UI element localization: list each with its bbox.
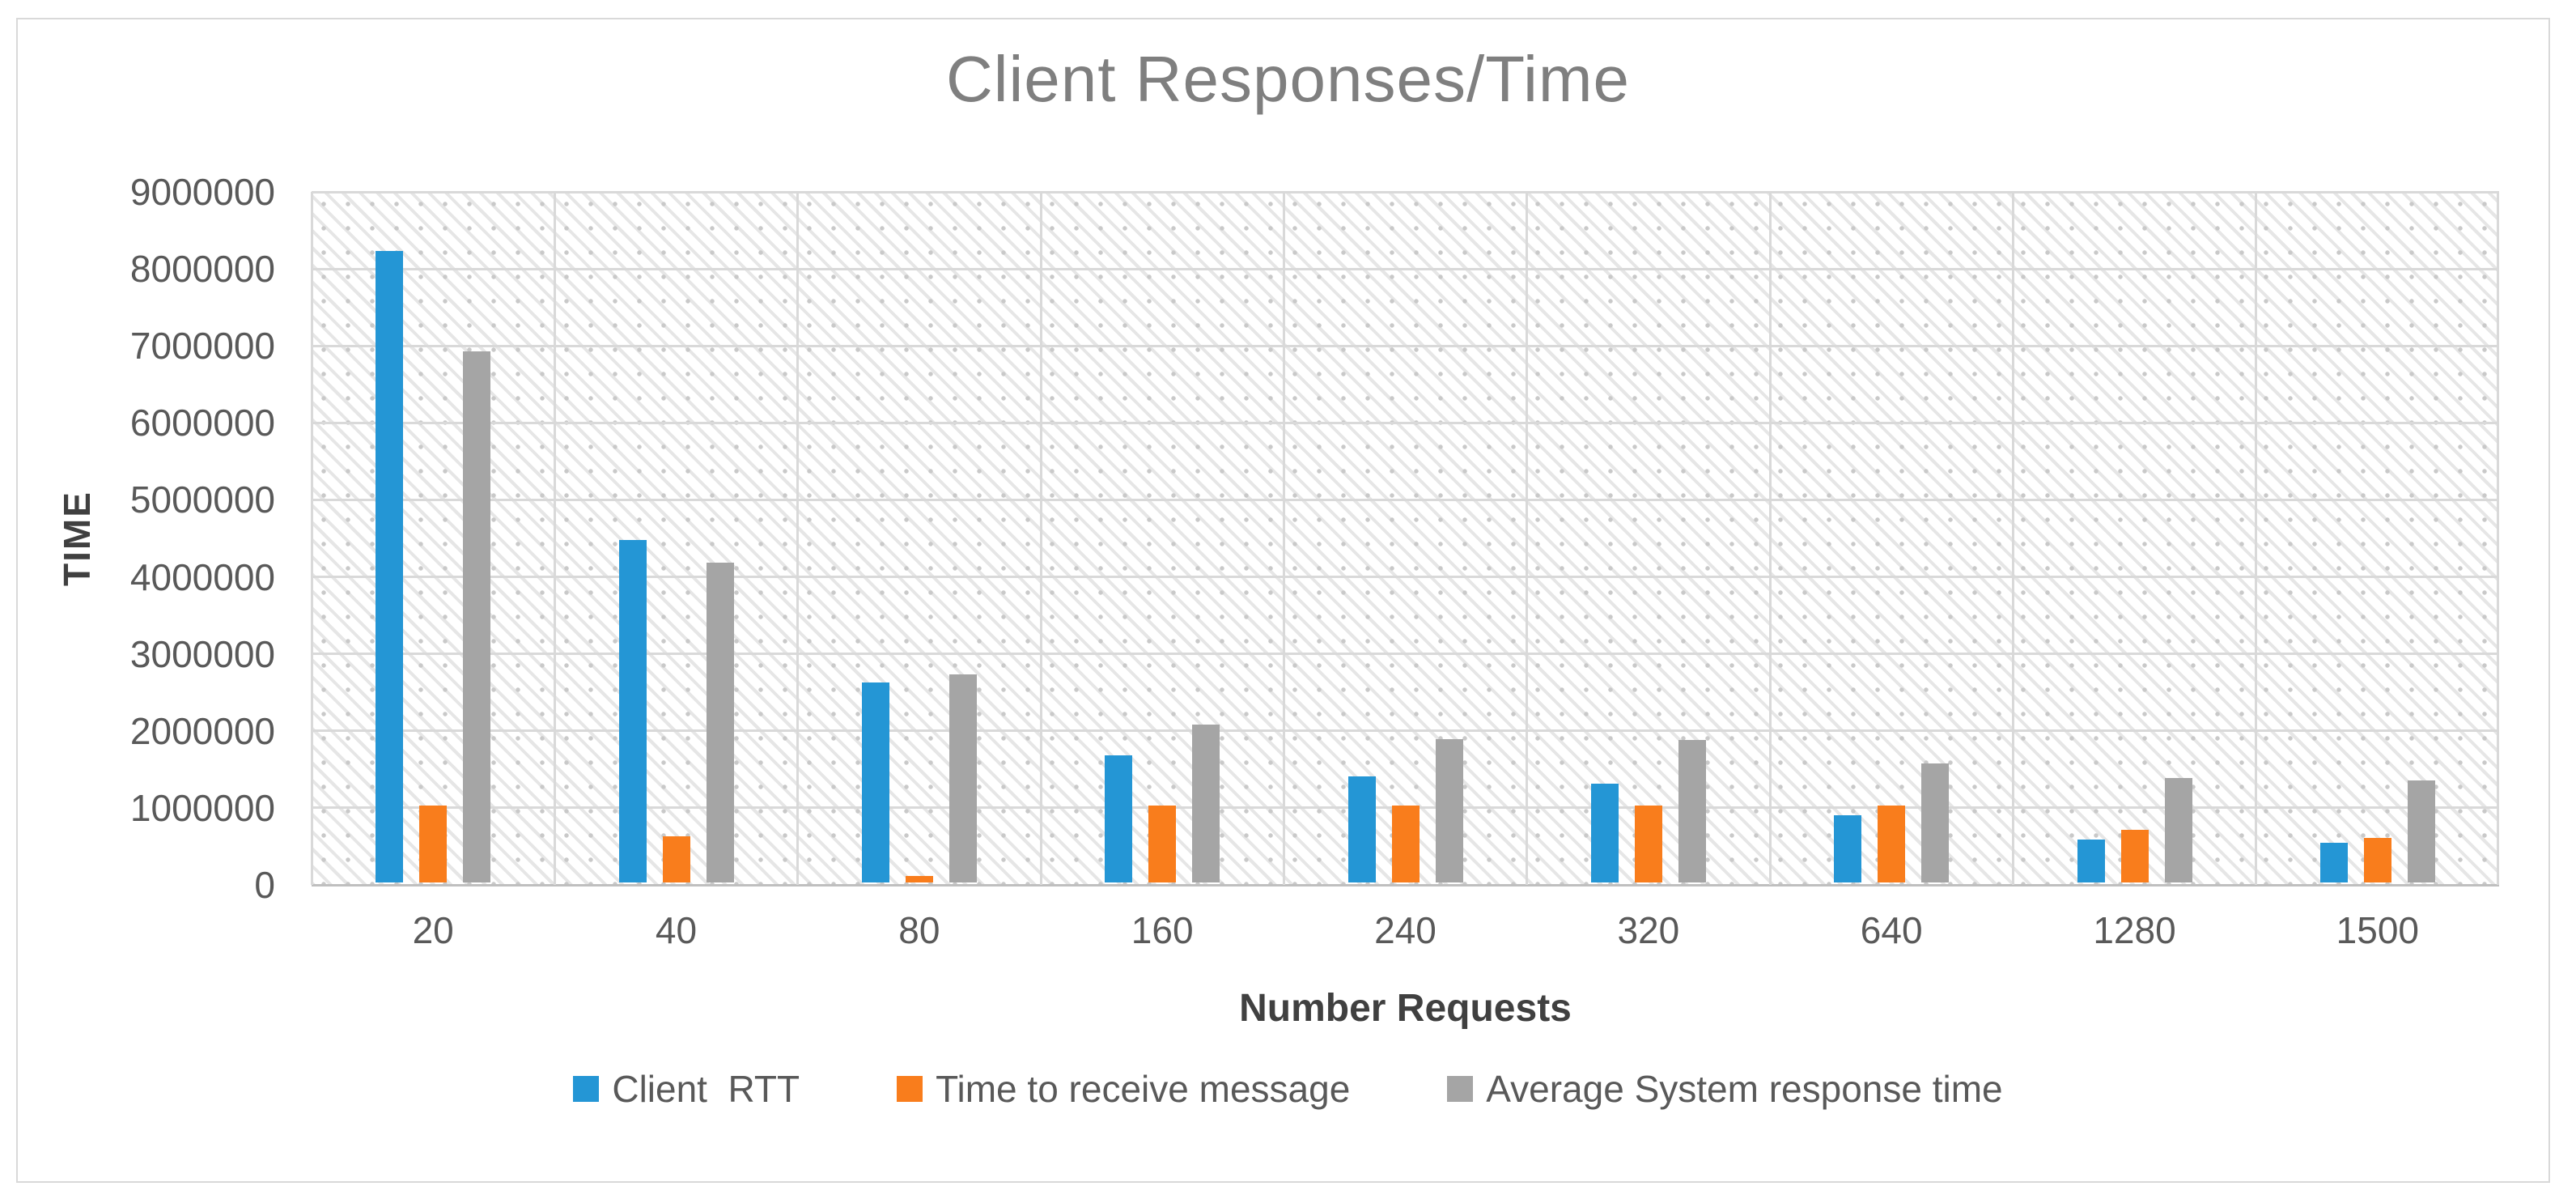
vertical-gridline: [553, 192, 556, 885]
plot-pattern-background: [312, 192, 2499, 885]
bar-time-to-receive-message-240: [1391, 805, 1420, 882]
x-tick-label-80: 80: [898, 909, 940, 951]
y-tick-label: 3000000: [129, 632, 275, 675]
legend-label: Time to receive message: [936, 1068, 1351, 1110]
horizontal-gridline: [312, 576, 2499, 579]
vertical-gridline: [1282, 192, 1285, 885]
y-tick-label: 6000000: [129, 402, 275, 444]
x-tick-label-1280: 1280: [2093, 909, 2176, 951]
y-tick-label: 5000000: [129, 478, 275, 521]
bar-client-rtt-80: [861, 682, 889, 882]
x-tick-label-1500: 1500: [2336, 909, 2419, 951]
bar-average-system-response-time-640: [1921, 763, 1950, 882]
horizontal-gridline: [312, 498, 2499, 501]
legend: Client RTT Time to receive message Average…: [0, 1052, 2576, 1125]
vertical-gridline: [1526, 192, 1529, 885]
bar-average-system-response-time-1280: [2164, 777, 2192, 882]
x-tick-label-160: 160: [1131, 909, 1194, 951]
y-tick-label: 9000000: [129, 171, 275, 213]
x-tick-label-640: 640: [1860, 909, 1923, 951]
bar-average-system-response-time-40: [706, 563, 734, 882]
horizontal-gridline: [312, 729, 2499, 733]
vertical-gridline: [2497, 192, 2499, 885]
x-tick-label-320: 320: [1617, 909, 1680, 951]
bar-average-system-response-time-320: [1678, 740, 1706, 882]
x-axis-title: Number Requests: [1239, 987, 1572, 1030]
bar-average-system-response-time-160: [1192, 725, 1220, 882]
bar-client-rtt-320: [1590, 784, 1619, 882]
bar-time-to-receive-message-320: [1634, 805, 1662, 882]
vertical-gridline: [2011, 192, 2014, 885]
horizontal-gridline: [312, 421, 2499, 424]
y-tick-label: 2000000: [129, 709, 275, 752]
vertical-gridline: [1768, 192, 1772, 885]
y-tick-label: 4000000: [129, 555, 275, 598]
legend-swatch-icon: [897, 1076, 923, 1102]
bar-time-to-receive-message-20: [419, 805, 448, 882]
legend-item-time-to-receive-message: Time to receive message: [897, 1067, 1350, 1111]
horizontal-gridline: [312, 653, 2499, 656]
plot-area: [310, 190, 2499, 886]
y-tick-label: 0: [254, 864, 275, 906]
legend-item-client-rtt: Client RTT: [573, 1067, 800, 1111]
legend-label: Client RTT: [612, 1068, 800, 1110]
legend-item-average-system-response-time: Average System response time: [1447, 1067, 2003, 1111]
bar-time-to-receive-message-640: [1878, 805, 1906, 882]
horizontal-gridline: [312, 267, 2499, 270]
bar-average-system-response-time-20: [463, 351, 491, 882]
y-tick-label: 7000000: [129, 325, 275, 368]
bar-client-rtt-160: [1105, 755, 1133, 882]
bar-client-rtt-1500: [2319, 842, 2348, 882]
bar-time-to-receive-message-160: [1148, 805, 1177, 882]
bar-client-rtt-1280: [2077, 839, 2105, 882]
bar-time-to-receive-message-80: [905, 876, 933, 882]
bar-time-to-receive-message-40: [662, 835, 690, 882]
legend-label: Average System response time: [1486, 1068, 2003, 1110]
vertical-gridline: [310, 192, 313, 885]
y-tick-label: 1000000: [129, 786, 275, 829]
legend-swatch-icon: [573, 1076, 600, 1102]
bar-time-to-receive-message-1500: [2363, 837, 2391, 882]
legend-swatch-icon: [1447, 1076, 1474, 1102]
bar-client-rtt-40: [618, 539, 647, 882]
bar-average-system-response-time-80: [948, 674, 977, 882]
bar-average-system-response-time-1500: [2407, 780, 2435, 882]
vertical-gridline: [796, 192, 800, 885]
vertical-gridline: [1039, 192, 1042, 885]
bar-client-rtt-240: [1347, 776, 1376, 882]
bar-client-rtt-640: [1834, 815, 1862, 882]
vertical-gridline: [2255, 192, 2258, 885]
y-tick-label: 8000000: [129, 248, 275, 291]
x-tick-label-40: 40: [655, 909, 698, 951]
figure-border: [16, 18, 2550, 1183]
bar-time-to-receive-message-1280: [2120, 830, 2149, 882]
x-tick-label-20: 20: [412, 909, 454, 951]
bar-client-rtt-20: [376, 251, 404, 882]
chart-title: Client Responses/Time: [945, 43, 1631, 115]
y-axis-title: TIME: [56, 491, 98, 586]
horizontal-gridline: [312, 344, 2499, 347]
x-axis-line: [312, 883, 2499, 886]
horizontal-gridline: [312, 190, 2499, 193]
bar-average-system-response-time-240: [1435, 739, 1463, 882]
x-tick-label-240: 240: [1374, 909, 1437, 951]
